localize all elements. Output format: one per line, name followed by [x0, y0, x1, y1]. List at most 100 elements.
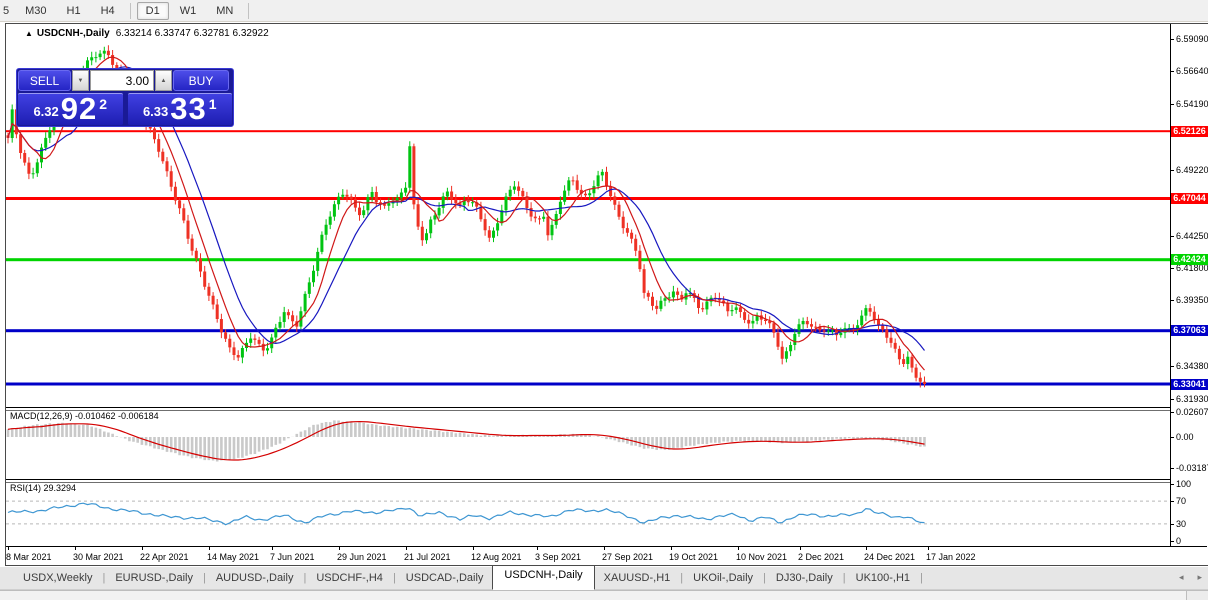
volume-input[interactable]: [90, 70, 154, 91]
tab-usdcnh-daily-active[interactable]: USDCNH-,Daily: [492, 564, 595, 590]
rsi-tick: [1171, 501, 1174, 502]
level-line[interactable]: [6, 130, 1170, 133]
date-label: 27 Sep 2021: [602, 552, 654, 562]
sell-price-box[interactable]: 6.32 92 2: [18, 93, 123, 125]
tab-uk100-h1[interactable]: UK100-,H1: [855, 572, 911, 584]
date-label: 14 May 2021: [207, 552, 260, 562]
date-label: 8 Mar 2021: [6, 552, 52, 562]
price-tick: [1171, 236, 1174, 237]
tab-usdcad-daily[interactable]: USDCAD-,Daily: [405, 572, 484, 584]
timeframe-d1-button[interactable]: D1: [136, 1, 169, 20]
tab-scroll-left-icon[interactable]: ◂: [1178, 572, 1184, 582]
rsi-tick: [1171, 524, 1174, 525]
tab-ukoil-daily[interactable]: UKOil-,Daily: [693, 572, 754, 584]
tab-separator: |: [680, 572, 684, 584]
macd-tick: [1171, 412, 1174, 413]
price-tick: [1171, 366, 1174, 367]
timeframe-toolbar: 5 M30 H1 H4 D1 W1 MN: [0, 0, 1208, 22]
volume-increase-button[interactable]: ▲: [155, 70, 172, 91]
sell-price-point: 2: [99, 96, 108, 112]
price-axis[interactable]: 6.59090 6.56640 6.54190 6.49220 6.44250 6.418…: [1170, 24, 1208, 546]
rsi-indicator-panel[interactable]: [6, 481, 1170, 546]
toolbar-separator: [248, 2, 250, 19]
tab-separator: |: [920, 572, 923, 584]
price-tick-label: 6.34380: [1176, 361, 1208, 371]
date-label: 21 Jul 2021: [404, 552, 451, 562]
tab-usdx-weekly[interactable]: USDX,Weekly: [23, 572, 93, 584]
tab-separator: |: [842, 572, 846, 584]
rsi-tick-label: 100: [1176, 479, 1192, 489]
timeframe-h4-button[interactable]: H4: [100, 4, 115, 17]
level-line[interactable]: [6, 258, 1170, 262]
date-tick: [75, 547, 76, 550]
level-line[interactable]: [6, 197, 1170, 200]
sell-price-pips: 92: [60, 91, 98, 126]
macd-tick-label: 0.02607: [1176, 407, 1208, 417]
date-label: 12 Aug 2021: [471, 552, 522, 562]
tab-audusd-daily[interactable]: AUDUSD-,Daily: [215, 572, 294, 584]
buy-price-box[interactable]: 6.33 33 1: [127, 93, 232, 125]
sell-button[interactable]: SELL: [18, 70, 71, 91]
level-line[interactable]: [6, 382, 1170, 386]
timeframe-m15-button[interactable]: 5: [3, 4, 10, 17]
collapse-panel-icon[interactable]: ▲: [25, 29, 33, 38]
macd-tick-label: 0.00: [1176, 432, 1194, 442]
panel-separator[interactable]: [6, 407, 1207, 411]
date-tick: [800, 547, 801, 550]
date-label: 19 Oct 2021: [669, 552, 719, 562]
date-label: 3 Sep 2021: [535, 552, 582, 562]
macd-tick: [1171, 468, 1174, 469]
macd-indicator-panel[interactable]: [6, 409, 1170, 479]
resize-grip: [1186, 591, 1208, 600]
sell-price-major: 6.32: [33, 104, 59, 119]
date-label: 17 Jan 2022: [926, 552, 976, 562]
macd-tick-label: -0.03187: [1176, 463, 1208, 473]
tab-dj30-daily[interactable]: DJ30-,Daily: [775, 572, 833, 584]
date-tick: [928, 547, 929, 550]
price-tick: [1171, 104, 1174, 105]
rsi-line: [7, 502, 925, 526]
date-tick: [8, 547, 9, 550]
date-tick: [142, 547, 143, 550]
rsi-tick: [1171, 541, 1174, 542]
date-label: 7 Jun 2021: [270, 552, 315, 562]
chart-header: ▲ USDCNH-,Daily 6.33214 6.33747 6.32781 6.…: [25, 28, 269, 39]
price-tick: [1171, 39, 1174, 40]
timeframe-m30-button[interactable]: M30: [25, 4, 47, 17]
fast-ma-line: [7, 56, 925, 371]
date-tick: [209, 547, 210, 550]
price-tick: [1171, 399, 1174, 400]
level-line[interactable]: [6, 329, 1170, 333]
date-axis[interactable]: 8 Mar 2021 30 Mar 2021 22 Apr 2021 14 May 2…: [6, 547, 1207, 565]
panel-separator[interactable]: [6, 479, 1207, 483]
tab-separator: |: [202, 572, 206, 584]
date-label: 10 Nov 2021: [736, 552, 788, 562]
buy-button[interactable]: BUY: [173, 70, 229, 91]
rsi-tick-label: 30: [1176, 519, 1187, 529]
tab-scroll-right-icon[interactable]: ▸: [1197, 572, 1202, 582]
macd-label: MACD(12,26,9) -0.010462 -0.006184: [10, 411, 159, 421]
date-tick: [272, 547, 273, 550]
date-label: 29 Jun 2021: [337, 552, 387, 562]
volume-decrease-button[interactable]: ▼: [72, 70, 89, 91]
date-label: 22 Apr 2021: [140, 552, 189, 562]
date-tick: [339, 547, 340, 550]
timeframe-h1-button[interactable]: H1: [66, 4, 81, 17]
symbol-name: USDCNH-,Daily: [36, 28, 110, 39]
timeframe-mn-button[interactable]: MN: [216, 4, 234, 17]
rsi-tick: [1171, 484, 1174, 485]
ohlc-readout: 6.33214 6.33747 6.32781 6.32922: [115, 28, 269, 39]
price-tick-label: 6.49220: [1176, 165, 1208, 175]
chart-window: 6.59090 6.56640 6.54190 6.49220 6.44250 6.418…: [5, 23, 1208, 566]
tab-eurusd-daily[interactable]: EURUSD-,Daily: [115, 572, 193, 584]
tab-usdchf-h4[interactable]: USDCHF-,H4: [316, 572, 383, 584]
price-tick: [1171, 170, 1174, 171]
price-tick-label: 6.31930: [1176, 394, 1208, 404]
timeframe-w1-button[interactable]: W1: [179, 4, 197, 17]
macd-histogram: [6, 420, 926, 462]
price-tick: [1171, 300, 1174, 301]
tab-xauusd-h1[interactable]: XAUUSD-,H1: [603, 572, 671, 584]
date-tick: [537, 547, 538, 550]
price-tick-label: 6.54190: [1176, 99, 1208, 109]
tab-separator: |: [763, 572, 766, 584]
